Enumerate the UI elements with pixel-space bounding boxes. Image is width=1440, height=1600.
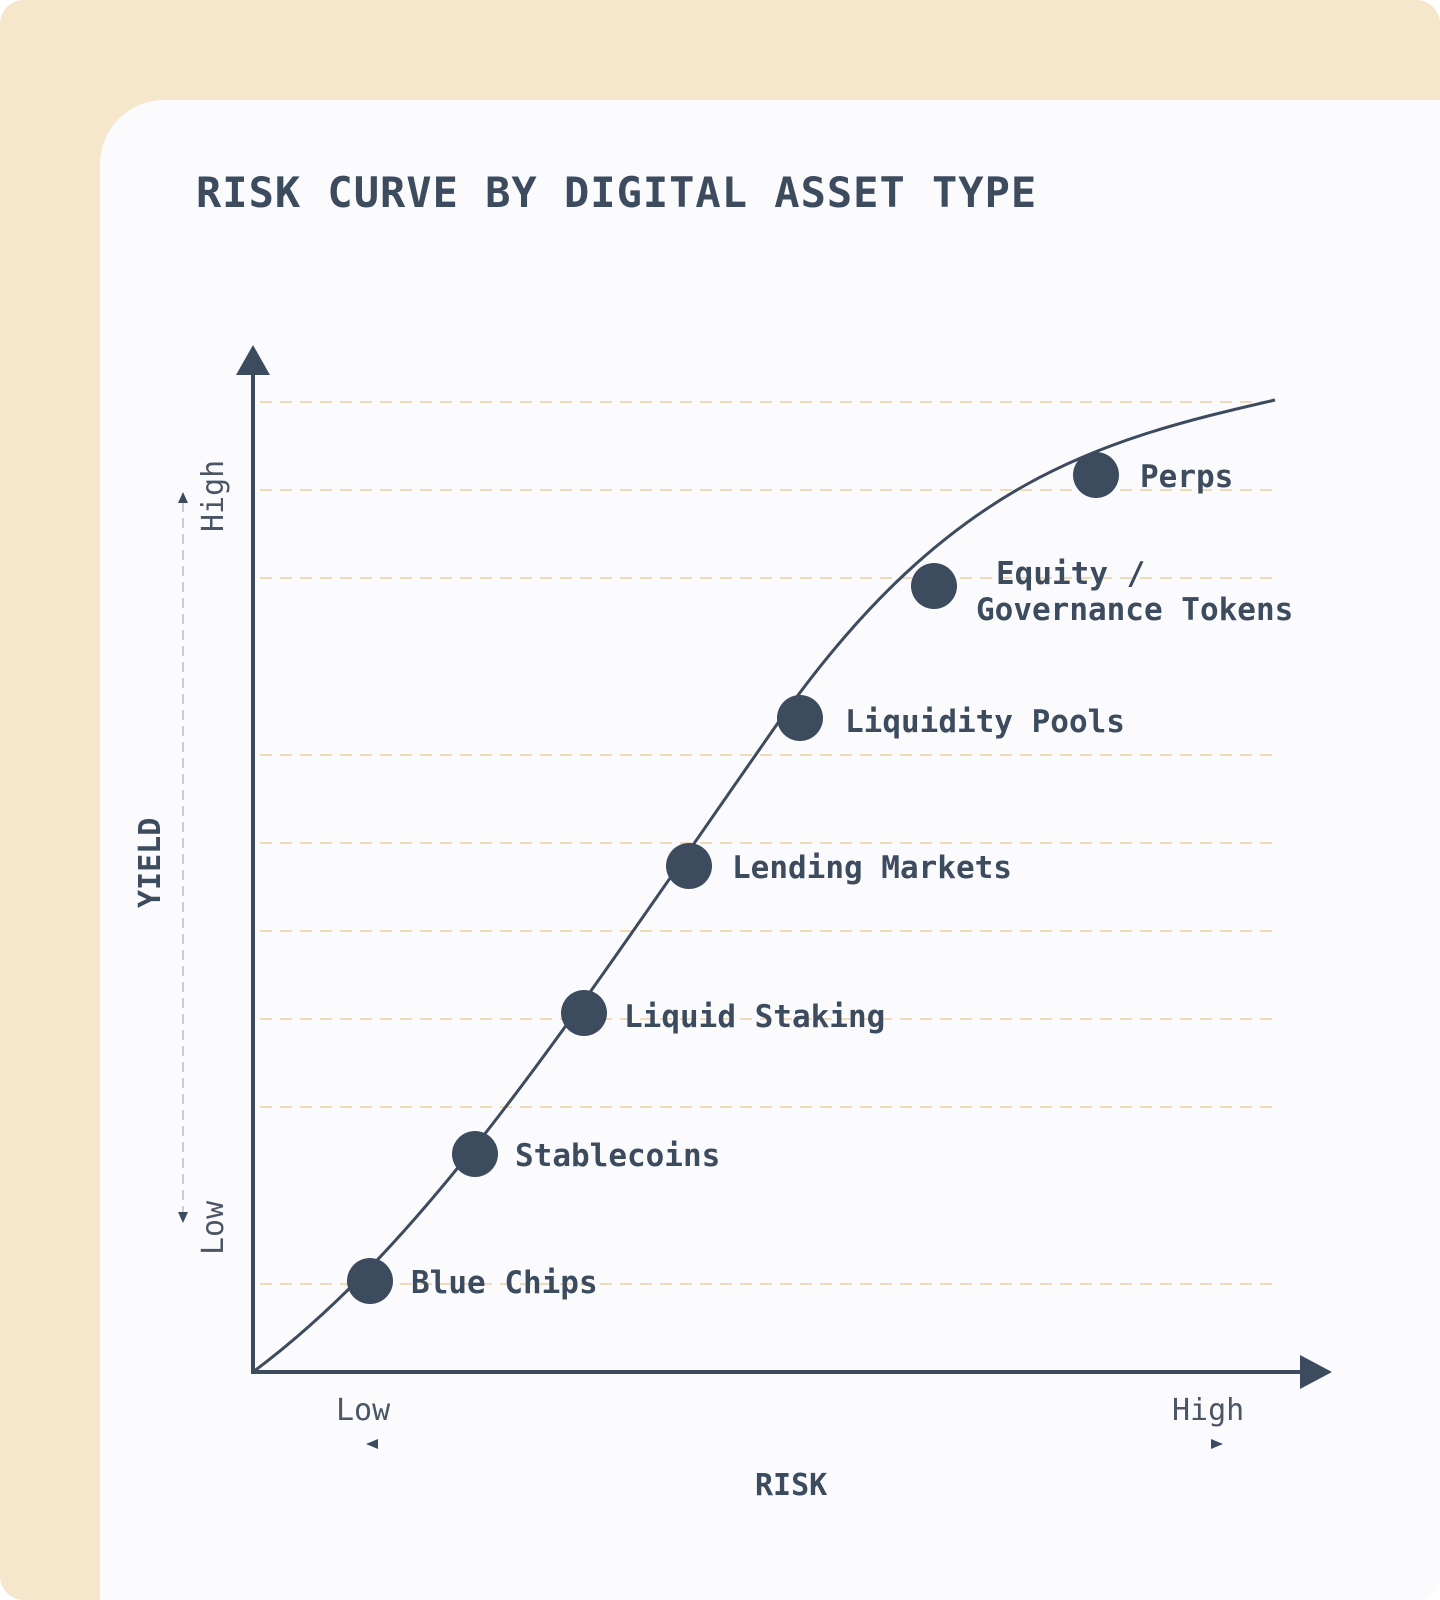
data-point-marker (911, 563, 957, 609)
diagram-card (100, 100, 1440, 1600)
grid-lines (260, 401, 1278, 1285)
data-point-marker (561, 990, 607, 1036)
data-point-label: Equity / Governance Tokens (976, 556, 1293, 628)
data-point-label: Lending Markets (732, 850, 1012, 886)
x-axis-arrow-icon (1300, 1355, 1332, 1389)
data-point-marker (666, 843, 712, 889)
data-point-label: Blue Chips (411, 1265, 598, 1301)
data-point-label: Liquidity Pools (845, 704, 1125, 740)
risk-curve (252, 398, 1276, 1374)
data-point-marker (1073, 452, 1119, 498)
data-point-label: Stablecoins (515, 1138, 720, 1174)
data-points: Blue Chips Stablecoins Liquid Staking Lendi… (347, 452, 1293, 1304)
y-axis-title: YIELD (133, 818, 168, 908)
data-point-label: Perps (1140, 459, 1233, 495)
x-high-label: High (1172, 1393, 1244, 1428)
x-low-arrow-icon (366, 1439, 378, 1449)
y-down-arrow-icon (178, 1212, 188, 1223)
diagram-title: RISK CURVE BY DIGITAL ASSET TYPE (196, 168, 1038, 217)
x-low-label: Low (336, 1393, 391, 1428)
data-point-marker (347, 1258, 393, 1304)
y-axis-arrow-icon (236, 345, 270, 375)
x-high-arrow-icon (1211, 1439, 1223, 1449)
y-high-label: High (196, 460, 231, 532)
x-axis-title: RISK (755, 1468, 827, 1503)
y-up-arrow-icon (178, 492, 188, 503)
data-point-marker (777, 695, 823, 741)
data-point-marker (452, 1131, 498, 1177)
y-low-label: Low (196, 1200, 231, 1255)
data-point-label: Liquid Staking (624, 999, 885, 1035)
